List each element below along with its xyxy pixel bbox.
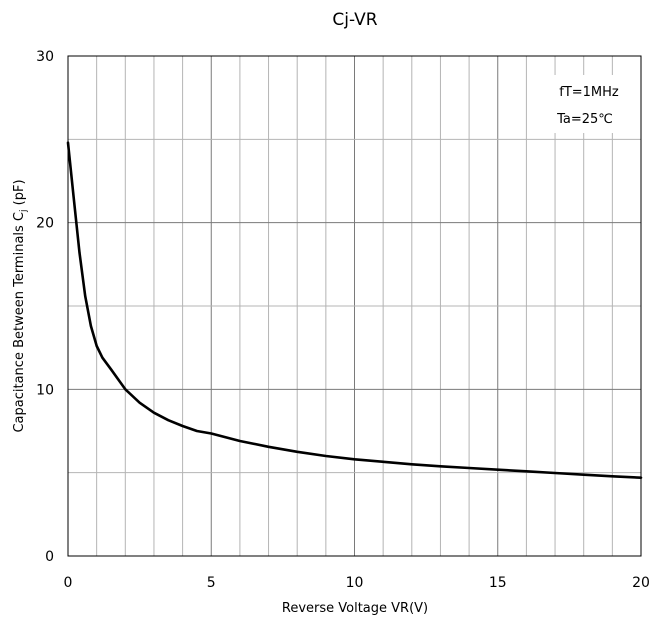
series-line	[66, 141, 643, 479]
x-tick-label: 0	[64, 575, 73, 591]
y-axis-label-main: Capacitance Between Terminals C	[12, 212, 27, 433]
y-tick-label: 10	[36, 382, 54, 398]
annotation-frequency: fT=1MHz	[559, 85, 619, 100]
y-tick-label: 20	[36, 216, 54, 232]
y-axis-label-sub: j	[19, 209, 29, 213]
y-tick-label: 0	[45, 549, 54, 565]
x-axis-label: Reverse Voltage VR(V)	[282, 601, 428, 616]
plot-frame	[67, 55, 642, 557]
grid	[68, 56, 641, 556]
x-tick-label: 10	[346, 575, 364, 591]
y-tick-labels: 0 10 20 30	[36, 49, 54, 565]
chart-title: Cj-VR	[332, 10, 377, 30]
x-tick-labels: 0 5 10 15 20	[64, 575, 650, 591]
y-axis-label-tail: (pF)	[12, 179, 27, 209]
x-tick-label: 15	[489, 575, 507, 591]
y-axis-label: Capacitance Between Terminals Cj (pF)	[12, 179, 29, 432]
x-tick-label: 5	[207, 575, 216, 591]
y-tick-label: 30	[36, 49, 54, 65]
annotation-box	[534, 75, 630, 133]
x-tick-label: 20	[632, 575, 650, 591]
annotation-temperature: Ta=25℃	[556, 112, 613, 127]
